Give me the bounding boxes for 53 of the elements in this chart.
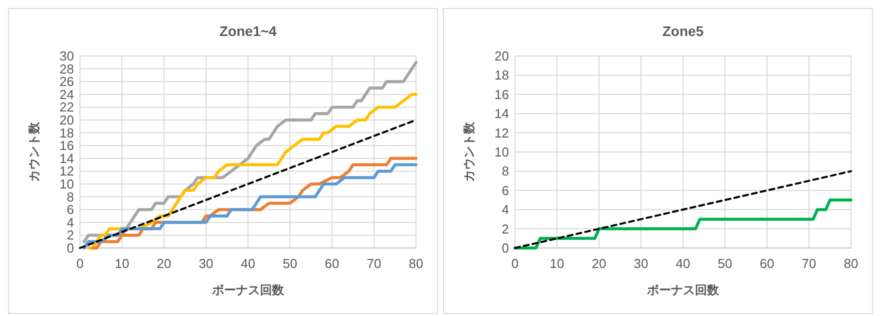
x-tick-label: 40 (676, 256, 690, 271)
y-tick-label: 30 (60, 48, 74, 64)
y-tick-label: 2 (66, 228, 74, 243)
x-tick-label: 10 (114, 256, 130, 271)
y-tick-label: 10 (60, 176, 74, 192)
chart-title: Zone1~4 (219, 23, 277, 39)
y-tick-label: 8 (502, 164, 509, 179)
y-tick-label: 20 (494, 48, 509, 64)
y-tick-label: 16 (60, 138, 74, 154)
x-tick-label: 30 (198, 256, 214, 271)
y-axis-title: カウント数 (462, 121, 476, 182)
y-tick-label: 20 (60, 112, 74, 128)
y-tick-label: 12 (494, 125, 509, 140)
y-tick-label: 4 (66, 214, 74, 230)
y-tick-label: 28 (60, 61, 74, 76)
x-tick-label: 60 (324, 256, 340, 271)
y-axis-title: カウント数 (27, 121, 41, 182)
y-tick-label: 0 (66, 240, 74, 256)
x-tick-label: 50 (718, 256, 732, 271)
chart-title: Zone5 (662, 23, 704, 39)
y-tick-label: 0 (502, 240, 509, 256)
x-tick-label: 0 (511, 256, 519, 271)
y-tick-label: 4 (502, 202, 509, 218)
x-tick-label: 80 (408, 256, 424, 271)
x-tick-label: 30 (634, 256, 648, 271)
x-tick-label: 0 (76, 256, 84, 271)
x-tick-label: 50 (282, 256, 298, 271)
x-axis-title: ボーナス回数 (646, 283, 720, 297)
y-tick-label: 14 (494, 106, 509, 122)
x-tick-label: 20 (592, 256, 606, 271)
x-tick-label: 20 (156, 256, 172, 271)
y-tick-label: 2 (502, 221, 509, 236)
x-tick-label: 80 (844, 256, 858, 271)
y-tick-label: 26 (60, 74, 74, 90)
x-tick-label: 70 (366, 256, 382, 271)
line-series (86, 92, 418, 250)
y-tick-label: 16 (494, 86, 509, 102)
y-tick-label: 22 (60, 100, 74, 115)
x-tick-label: 40 (240, 256, 256, 271)
x-axis-title: ボーナス回数 (211, 283, 285, 297)
y-tick-label: 12 (60, 164, 74, 179)
y-tick-label: 6 (66, 202, 74, 218)
x-tick-label: 70 (802, 256, 816, 271)
y-tick-label: 6 (502, 182, 509, 198)
line-series (514, 198, 852, 250)
y-tick-label: 8 (66, 189, 74, 204)
y-tick-label: 18 (494, 68, 509, 83)
y-tick-label: 24 (60, 86, 74, 102)
y-tick-label: 18 (60, 125, 74, 140)
x-tick-label: 60 (760, 256, 774, 271)
x-tick-label: 10 (550, 256, 564, 271)
y-tick-label: 14 (60, 150, 74, 166)
y-tick-label: 10 (494, 144, 509, 160)
